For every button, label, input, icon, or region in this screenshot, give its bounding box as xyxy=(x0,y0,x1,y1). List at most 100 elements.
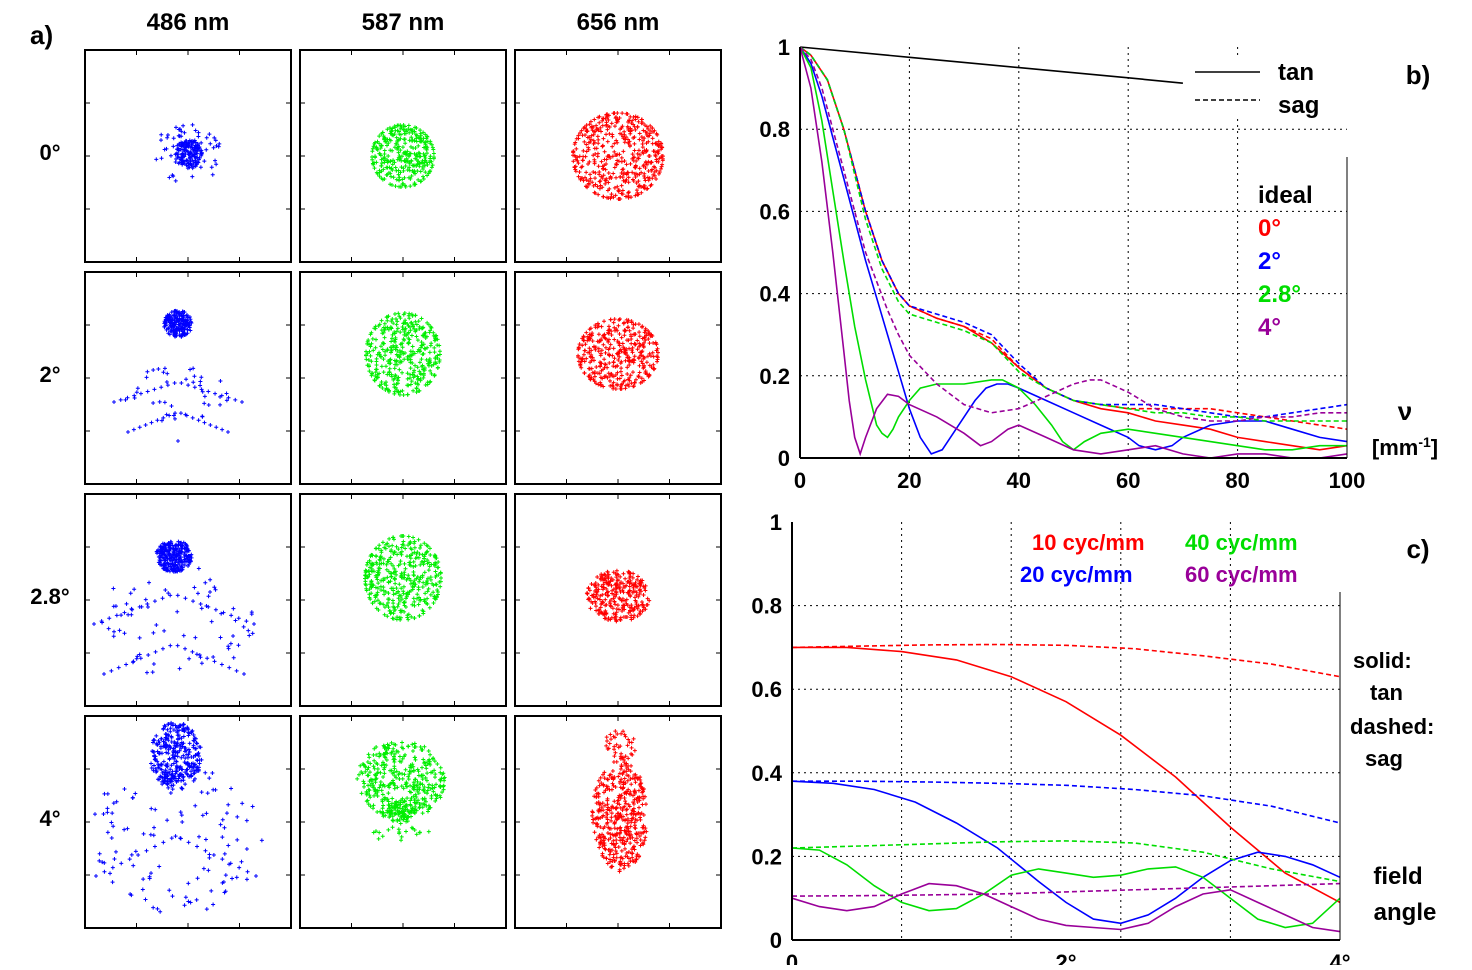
spot-point xyxy=(166,733,171,738)
spot-point xyxy=(590,355,595,360)
spot-point xyxy=(614,115,619,120)
spot-point xyxy=(430,163,435,168)
spot-point xyxy=(180,786,185,791)
spot-point xyxy=(390,825,395,830)
spot-point xyxy=(406,340,411,345)
spot-point xyxy=(406,774,411,779)
spot-point xyxy=(389,574,394,579)
spot-point xyxy=(601,116,606,121)
spot-point xyxy=(607,374,612,379)
spot-point xyxy=(196,157,201,162)
spot-point xyxy=(220,817,225,822)
spot-point xyxy=(153,649,158,654)
spot-point xyxy=(640,336,645,341)
spot-point xyxy=(165,567,170,572)
spot-point xyxy=(377,174,382,179)
spot-point xyxy=(599,159,604,164)
spot-point xyxy=(585,334,590,339)
spot-point xyxy=(180,331,185,336)
spot-point xyxy=(377,134,382,139)
spot-point xyxy=(190,140,195,145)
spot-point xyxy=(604,586,609,591)
spot-point xyxy=(173,723,178,728)
spot-point xyxy=(411,375,416,380)
spot-point xyxy=(393,362,398,367)
spot-point xyxy=(593,594,598,599)
spot-point xyxy=(619,777,624,782)
spot-point xyxy=(431,362,436,367)
spot-point xyxy=(602,843,607,848)
spot-point xyxy=(154,157,159,162)
spot-point xyxy=(397,754,402,759)
spot-point xyxy=(149,761,154,766)
spot-point xyxy=(435,337,440,342)
spot-point xyxy=(660,145,665,150)
spot-point xyxy=(420,585,425,590)
spot-point xyxy=(623,854,628,859)
spot-point xyxy=(180,325,185,330)
spot-point xyxy=(118,397,123,402)
spot-point xyxy=(165,818,170,823)
spot-point xyxy=(625,371,630,376)
spot-point xyxy=(428,786,433,791)
spot-point xyxy=(413,313,418,318)
spot-point xyxy=(371,764,376,769)
spot-point xyxy=(92,812,97,817)
spot-point xyxy=(376,568,381,573)
spot-point xyxy=(655,150,660,155)
spot-point xyxy=(596,349,601,354)
y-tick-label: 0.2 xyxy=(751,844,782,869)
spot-point xyxy=(171,413,176,418)
spot-point xyxy=(601,782,606,787)
spot-point xyxy=(637,172,642,177)
field-angle-label: 4° xyxy=(39,806,60,831)
spot-point xyxy=(206,594,211,599)
spot-point xyxy=(389,325,394,330)
spot-point xyxy=(405,807,410,812)
spot-point xyxy=(397,817,402,822)
spot-point xyxy=(576,161,581,166)
spot-point xyxy=(387,370,392,375)
spot-point xyxy=(605,802,610,807)
spot-point xyxy=(182,149,187,154)
spot-point xyxy=(375,766,380,771)
spot-point xyxy=(185,166,190,171)
spot-point xyxy=(636,119,641,124)
spot-point xyxy=(614,575,619,580)
spot-point xyxy=(372,378,377,383)
spot-point xyxy=(392,742,397,747)
spot-point xyxy=(144,670,149,675)
spot-point xyxy=(584,184,589,189)
spot-point xyxy=(159,132,164,137)
spot-point xyxy=(416,382,421,387)
spot-point xyxy=(219,611,224,616)
spot-frame xyxy=(299,271,507,485)
spot-point xyxy=(405,392,410,397)
spot-point xyxy=(628,594,633,599)
spot-point xyxy=(401,534,406,539)
spot-point xyxy=(226,395,231,400)
spot-point xyxy=(633,342,638,347)
spot-point xyxy=(431,330,436,335)
spot-point xyxy=(576,355,581,360)
spot-point xyxy=(185,557,190,562)
spot-point xyxy=(587,350,592,355)
spot-point xyxy=(382,605,387,610)
spot-point xyxy=(632,171,637,176)
spot-point xyxy=(646,329,651,334)
spot-point xyxy=(414,832,419,837)
spot-point xyxy=(173,315,178,320)
spot-point xyxy=(584,142,589,147)
spot-point xyxy=(614,838,619,843)
spot-point xyxy=(599,368,604,373)
spot-point xyxy=(612,185,617,190)
spot-point xyxy=(393,751,398,756)
spot-point xyxy=(621,167,626,172)
spot-point xyxy=(169,566,174,571)
spot-point xyxy=(105,810,110,815)
spot-point xyxy=(614,841,619,846)
spot-point xyxy=(399,586,404,591)
spot-point xyxy=(622,818,627,823)
spot-point xyxy=(366,752,371,757)
spot-point xyxy=(395,381,400,386)
